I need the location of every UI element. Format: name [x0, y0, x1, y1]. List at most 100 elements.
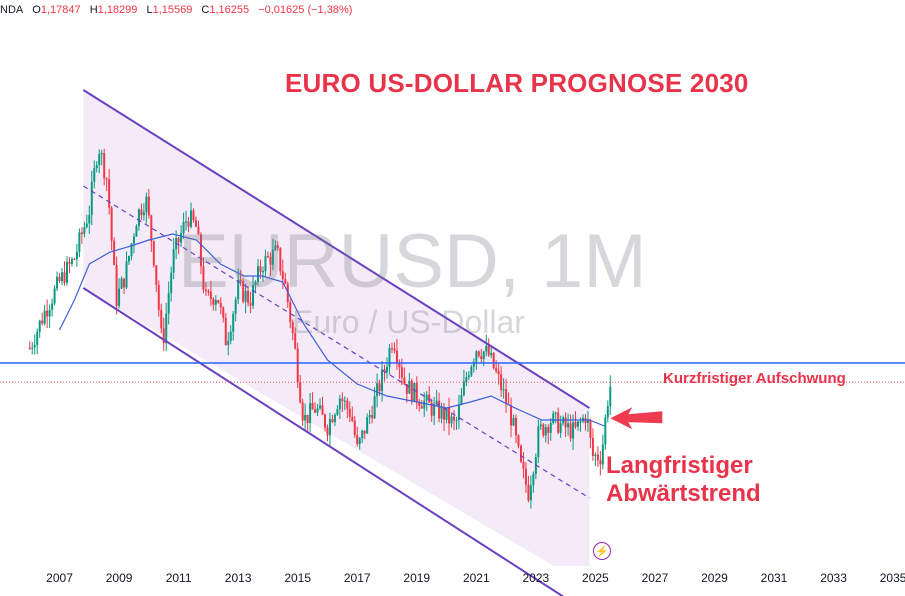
- candle: [492, 352, 495, 370]
- candle: [497, 362, 500, 385]
- candle: [544, 423, 547, 443]
- candle: [182, 212, 185, 240]
- candle-body: [376, 383, 379, 397]
- candle-body: [539, 424, 542, 427]
- candle-body: [586, 420, 589, 424]
- candle-body: [338, 398, 341, 410]
- candle-body: [281, 271, 284, 280]
- candle-body: [363, 430, 366, 434]
- candle: [346, 397, 349, 419]
- candle-body: [492, 352, 495, 369]
- channel-upper-line: [82, 89, 590, 409]
- candle: [257, 258, 260, 286]
- low-label: L: [146, 4, 153, 16]
- candle-body: [120, 278, 123, 289]
- candle: [185, 210, 188, 231]
- flash-icon[interactable]: ⚡: [593, 542, 611, 560]
- candle: [160, 303, 163, 334]
- candle: [73, 257, 76, 260]
- candle: [304, 403, 307, 432]
- candle-body: [418, 401, 421, 406]
- candle-body: [465, 377, 468, 382]
- candle-body: [294, 333, 297, 349]
- annotation-short-term[interactable]: Kurzfristiger Aufschwung: [663, 370, 846, 387]
- candle: [93, 160, 96, 189]
- candle: [567, 413, 570, 436]
- candle: [100, 149, 103, 166]
- candle-body: [356, 435, 359, 445]
- candle-body: [157, 284, 160, 311]
- candle-body: [187, 221, 190, 227]
- candle: [271, 238, 274, 271]
- change-value: −0,01625 (−1,38%): [258, 4, 353, 16]
- candle-body: [452, 416, 455, 421]
- candle: [65, 256, 68, 286]
- candle: [410, 378, 413, 405]
- candle-body: [172, 249, 175, 273]
- candle: [108, 168, 111, 215]
- candle: [388, 343, 391, 375]
- candle-body: [381, 369, 384, 392]
- candle: [415, 376, 418, 410]
- candle-body: [227, 340, 230, 346]
- candle: [343, 396, 346, 411]
- open-label: O: [32, 4, 41, 16]
- candle: [194, 216, 197, 228]
- candle: [323, 413, 326, 432]
- candle-body: [519, 445, 522, 462]
- candle: [515, 414, 518, 444]
- candle-body: [160, 310, 163, 329]
- candle: [554, 411, 557, 424]
- candle-body: [482, 351, 485, 360]
- watermark-symbol: EURUSD, 1M: [178, 219, 647, 304]
- candle: [199, 232, 202, 275]
- candle-body: [194, 220, 197, 227]
- annotation-long-term[interactable]: Langfristiger Abwärtstrend: [606, 452, 761, 508]
- candle-body: [395, 350, 398, 363]
- candle: [145, 192, 148, 224]
- candle-body: [591, 437, 594, 456]
- candle-body: [197, 226, 200, 235]
- candle-body: [321, 405, 324, 415]
- candle: [490, 346, 493, 359]
- close-label: C: [201, 4, 210, 16]
- candle: [381, 361, 384, 402]
- candle: [209, 280, 212, 306]
- candle-body: [326, 427, 329, 436]
- candle: [98, 149, 101, 174]
- candle-body: [331, 419, 334, 423]
- candle: [261, 266, 264, 282]
- candle: [128, 255, 131, 265]
- candle: [132, 233, 135, 254]
- candle-body: [93, 168, 96, 182]
- candle: [306, 414, 309, 434]
- x-tick-label: 2011: [165, 571, 192, 585]
- annotation-long-term-line1: Langfristiger: [606, 452, 753, 479]
- candle: [440, 402, 443, 424]
- x-tick-label: 2017: [343, 571, 371, 585]
- candle: [358, 436, 361, 450]
- candle: [142, 203, 145, 221]
- candle: [465, 371, 468, 387]
- candle: [596, 446, 599, 467]
- candle: [140, 203, 143, 221]
- candle-body: [410, 380, 413, 402]
- candle-body: [135, 226, 138, 237]
- candle: [390, 342, 393, 354]
- candle: [529, 475, 532, 509]
- candle-body: [261, 271, 264, 273]
- candle-body: [564, 417, 567, 428]
- candle: [80, 227, 83, 245]
- candle-body: [373, 396, 376, 419]
- candle-body: [43, 310, 46, 324]
- candle-body: [28, 348, 31, 350]
- candle: [326, 424, 329, 442]
- candle: [418, 398, 421, 412]
- candle-body: [348, 408, 351, 417]
- candle: [237, 268, 240, 305]
- candle-body: [128, 256, 131, 262]
- candle: [165, 302, 168, 352]
- candle-body: [415, 383, 418, 402]
- candle: [314, 402, 317, 414]
